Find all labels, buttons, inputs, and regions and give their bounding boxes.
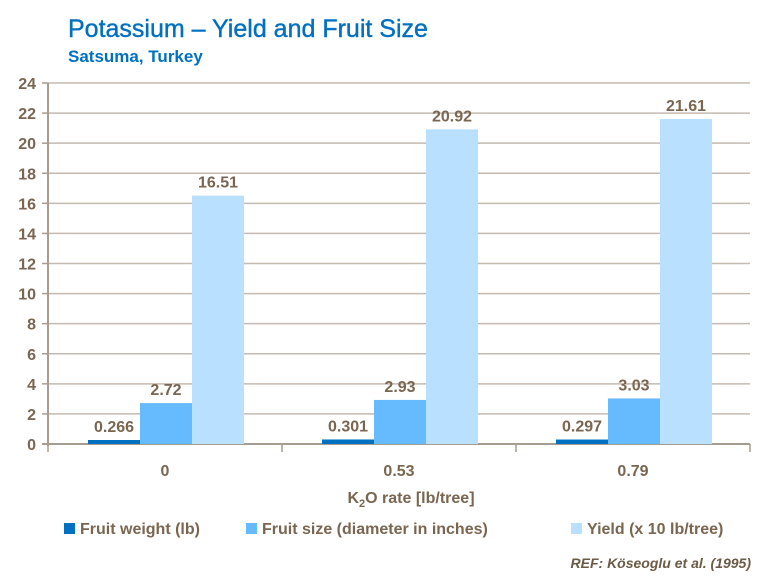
y-tick-label: 12 [18,257,36,274]
chart-title: Potassium – Yield and Fruit Size [68,15,428,43]
y-tick-label: 20 [18,136,36,153]
legend-swatch [246,523,257,534]
legend-label: Fruit size (diameter in inches) [262,521,488,538]
y-tick-label: 2 [27,407,36,424]
y-tick-label: 4 [27,377,36,394]
y-tick-label: 0 [27,437,36,454]
y-tick-label: 8 [27,317,36,334]
bar-fruit-1 [608,398,660,444]
data-label: 21.61 [666,98,706,115]
data-label: 3.03 [618,377,649,394]
data-label: 0.266 [94,419,134,436]
bar-yield-2 [426,129,478,444]
legend-swatch [64,523,75,534]
bar-fruit-0 [88,439,140,444]
y-tick-label: 6 [27,347,36,364]
reference-note: REF: Köseoglu et al. (1995) [570,555,751,571]
bar-yield-2 [660,118,712,444]
legend-label: Yield (x 10 lb/tree) [587,521,723,538]
data-label: 2.72 [150,382,181,399]
legend-swatch [571,523,582,534]
legend-label: Fruit weight (lb) [80,521,200,538]
x-axis-label: K2O rate [lb/tree] [347,490,474,510]
data-label: 16.51 [198,175,238,192]
y-tick-label: 24 [18,76,36,93]
y-tick-label: 10 [18,287,36,304]
x-tick-label: 0.79 [617,463,648,480]
bar-fruit-1 [374,399,426,444]
chart-subtitle: Satsuma, Turkey [68,47,203,66]
y-tick-label: 22 [18,106,36,123]
bar-fruit-1 [140,403,192,444]
bar-yield-2 [192,195,244,444]
data-label: 20.92 [432,108,472,125]
bar-fruit-0 [556,439,608,444]
y-tick-label: 18 [18,166,36,183]
x-tick-label: 0 [161,463,170,480]
y-tick-label: 16 [18,196,36,213]
y-tick-label: 14 [18,226,36,243]
data-label: 0.297 [562,419,602,436]
data-label: 0.301 [328,418,368,435]
bar-fruit-0 [322,439,374,444]
data-label: 2.93 [384,379,415,396]
x-tick-label: 0.53 [383,463,414,480]
